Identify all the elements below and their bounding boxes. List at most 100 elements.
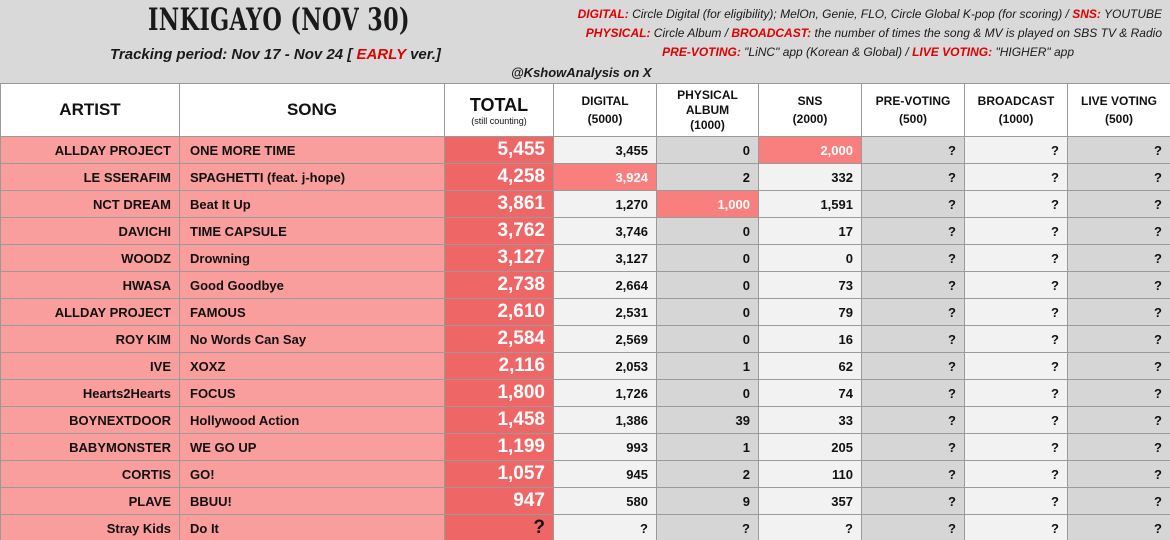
sns-cell: 332 [758,163,862,191]
col-artist: ARTIST [0,83,180,137]
total-cell: 947 [444,487,554,515]
artist-cell: HWASA [0,271,180,299]
legend-sns-label: SNS: [1072,7,1101,21]
tracking-suffix: ver.] [405,46,441,63]
song-cell: Do It [179,514,445,540]
legend-digital-text: Circle Digital (for eligibility); MelOn,… [628,7,1073,21]
table-row: HWASA Good Goodbye 2,738 2,664 0 73??? [0,271,1170,299]
col-total: TOTAL (still counting) [444,83,554,137]
total-cell: 2,738 [444,271,554,299]
livevoting-cell: ? [1067,190,1170,218]
sns-cell: 79 [758,298,862,326]
total-cell: 1,458 [444,406,554,434]
broadcast-cell: ? [964,514,1068,540]
col-physical-max: (1000) [690,117,725,132]
col-total-label: TOTAL [469,95,529,115]
broadcast-cell: ? [964,487,1068,515]
physical-cell: 1 [656,352,759,380]
col-prevoting-label: PRE-VOTING [875,94,951,108]
total-cell: ? [444,514,554,540]
broadcast-cell: ? [964,352,1068,380]
table-header-row: ARTIST SONG TOTAL (still counting) DIGITA… [0,83,1170,137]
livevoting-cell: ? [1067,352,1170,380]
prevoting-cell: ? [861,460,965,488]
digital-cell: 1,270 [553,190,657,218]
table-row: Hearts2Hearts FOCUS 1,800 1,726 0 74??? [0,379,1170,407]
sns-cell: 17 [758,217,862,245]
legend-prevoting-text: "LiNC" app (Korean & Global) / [740,45,913,59]
broadcast-cell: ? [964,136,1068,164]
prevoting-cell: ? [861,136,965,164]
broadcast-cell: ? [964,433,1068,461]
legend-prevoting-label: PRE-VOTING: [662,45,741,59]
col-physical-label-1: PHYSICAL [677,87,738,102]
livevoting-cell: ? [1067,217,1170,245]
song-cell: GO! [179,460,445,488]
artist-cell: Hearts2Hearts [0,379,180,407]
sns-cell: 74 [758,379,862,407]
scores-table: ARTIST SONG TOTAL (still counting) DIGITA… [0,83,1170,540]
song-cell: SPAGHETTI (feat. j-hope) [179,163,445,191]
artist-cell: BOYNEXTDOOR [0,406,180,434]
table-row: IVE XOXZ 2,116 2,053 1 62??? [0,352,1170,380]
digital-cell: 2,664 [553,271,657,299]
col-prevoting-max: (500) [898,112,927,126]
early-badge: EARLY [356,46,406,63]
col-livevoting: LIVE VOTING (500) [1067,83,1170,137]
credit-handle: @KshowAnalysis on X [511,65,652,80]
total-cell: 3,762 [444,217,554,245]
digital-cell: 2,053 [553,352,657,380]
physical-cell: 1,000 [656,190,759,218]
livevoting-cell: ? [1067,298,1170,326]
col-sns-max: (2000) [792,112,828,126]
total-cell: 2,610 [444,298,554,326]
broadcast-cell: ? [964,244,1068,272]
song-cell: Beat It Up [179,190,445,218]
sns-cell: 33 [758,406,862,434]
prevoting-cell: ? [861,406,965,434]
song-cell: FOCUS [179,379,445,407]
physical-cell: 1 [656,433,759,461]
song-cell: No Words Can Say [179,325,445,353]
livevoting-cell: ? [1067,271,1170,299]
tracking-period: Tracking period: Nov 17 - Nov 24 [ EARLY… [110,46,441,63]
legend-livevoting-text: "HIGHER" app [992,45,1074,59]
prevoting-cell: ? [861,298,965,326]
table-row: WOODZ Drowning 3,127 3,127 0 0??? [0,244,1170,272]
digital-cell: 3,746 [553,217,657,245]
sns-cell: 0 [758,244,862,272]
broadcast-cell: ? [964,163,1068,191]
col-song: SONG [179,83,445,137]
legend-digital-sns: DIGITAL: Circle Digital (for eligibility… [578,7,1162,21]
artist-cell: ROY KIM [0,325,180,353]
col-prevoting: PRE-VOTING (500) [861,83,965,137]
col-broadcast-label: BROADCAST [977,94,1055,108]
sns-cell: 73 [758,271,862,299]
table-row: BABYMONSTER WE GO UP 1,199 993 1 205??? [0,433,1170,461]
digital-cell: 3,127 [553,244,657,272]
broadcast-cell: ? [964,379,1068,407]
tracking-prefix: Tracking period: Nov 17 - Nov 24 [ [110,46,357,63]
sns-cell: 357 [758,487,862,515]
header-banner: INKIGAYO (NOV 30) Tracking period: Nov 1… [0,0,1170,83]
legend-physical-text: Circle Album / [650,26,732,40]
legend-sns-text: YOUTUBE [1100,7,1162,21]
artist-cell: ALLDAY PROJECT [0,136,180,164]
sns-cell: 2,000 [758,136,862,164]
col-broadcast-max: (1000) [998,112,1034,126]
artist-cell: IVE [0,352,180,380]
artist-cell: LE SSERAFIM [0,163,180,191]
song-cell: FAMOUS [179,298,445,326]
broadcast-cell: ? [964,217,1068,245]
physical-cell: 9 [656,487,759,515]
total-cell: 1,199 [444,433,554,461]
legend-broadcast-text: the number of times the song & MV is pla… [811,26,1162,40]
sns-cell: 205 [758,433,862,461]
prevoting-cell: ? [861,244,965,272]
song-cell: Drowning [179,244,445,272]
table-row: LE SSERAFIM SPAGHETTI (feat. j-hope) 4,258… [0,163,1170,191]
digital-cell: 580 [553,487,657,515]
digital-cell: 993 [553,433,657,461]
livevoting-cell: ? [1067,433,1170,461]
table-row: ROY KIM No Words Can Say 2,584 2,569 0 16??? [0,325,1170,353]
